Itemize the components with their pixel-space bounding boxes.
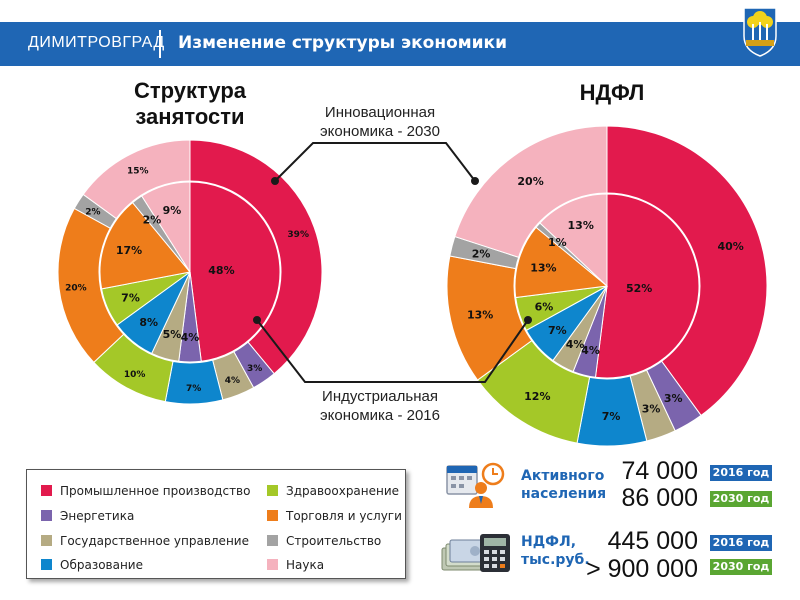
population-calendar-icon bbox=[445, 462, 509, 508]
data-label: 4% bbox=[225, 376, 240, 386]
data-label: 5% bbox=[163, 328, 182, 341]
ndfl-2030-value: > 900 000 bbox=[570, 555, 698, 584]
legend-label: Наука bbox=[286, 558, 324, 572]
legend-label: Энергетика bbox=[60, 509, 134, 523]
data-label: 12% bbox=[524, 390, 550, 403]
legend-label: Торговля и услуги bbox=[286, 509, 402, 523]
data-label: 13% bbox=[530, 262, 556, 275]
legend-swatch bbox=[41, 535, 52, 546]
annotation-innovation: Инновационная экономика - 2030 bbox=[320, 104, 440, 140]
data-label: 9% bbox=[163, 204, 182, 217]
chart-title-ndfl: НДФЛ bbox=[580, 80, 645, 105]
data-label: 7% bbox=[121, 292, 140, 305]
legend-item: Государственное управление bbox=[41, 534, 249, 548]
active-2016-value: 74 000 bbox=[590, 457, 698, 486]
data-label: 6% bbox=[535, 300, 554, 313]
data-label: 17% bbox=[116, 244, 142, 257]
legend-label: Образование bbox=[60, 558, 143, 572]
connector-innovation: Инновационная экономика - 2030 bbox=[271, 104, 479, 185]
money-calculator-icon bbox=[440, 530, 516, 574]
data-label: 3% bbox=[247, 364, 262, 374]
data-label: 7% bbox=[548, 324, 567, 337]
legend-item: Образование bbox=[41, 558, 143, 572]
legend-item: Наука bbox=[267, 558, 324, 572]
data-label: 20% bbox=[517, 175, 543, 188]
badge-2016: 2016 год bbox=[710, 535, 772, 551]
data-label: 39% bbox=[287, 230, 309, 240]
legend-label: Строительство bbox=[286, 534, 381, 548]
chart-title-employment: Структура занятости bbox=[134, 78, 247, 129]
data-label: 15% bbox=[127, 167, 149, 177]
legend-swatch bbox=[41, 510, 52, 521]
chart-ndfl: 40%3%3%7%12%13%2%20%52%4%4%7%6%13%1%13% … bbox=[447, 80, 767, 446]
data-label: 7% bbox=[602, 410, 621, 423]
annotation-industrial: Индустриальная экономика - 2016 bbox=[320, 388, 440, 424]
data-label: 10% bbox=[124, 370, 146, 380]
legend: Промышленное производство Энергетика Гос… bbox=[26, 469, 406, 579]
legend-label: Государственное управление bbox=[60, 534, 249, 548]
legend-swatch bbox=[267, 535, 278, 546]
legend-item: Торговля и услуги bbox=[267, 509, 402, 523]
data-label: 2% bbox=[143, 214, 162, 227]
data-label: 4% bbox=[566, 338, 585, 351]
legend-swatch bbox=[41, 559, 52, 570]
legend-label: Промышленное производство bbox=[60, 484, 250, 498]
data-label: 2% bbox=[472, 248, 491, 261]
data-label: 40% bbox=[717, 240, 743, 253]
chart-employment: 39%3%4%7%10%20%2%15%48%4%5%8%7%17%2%9% С… bbox=[58, 78, 322, 404]
ndfl-2016-value: 445 000 bbox=[570, 527, 698, 556]
legend-label: Здравоохранение bbox=[286, 484, 399, 498]
data-label: 20% bbox=[65, 283, 87, 293]
badge-2016: 2016 год bbox=[710, 465, 772, 481]
legend-item: Промышленное производство bbox=[41, 484, 250, 498]
legend-item: Энергетика bbox=[41, 509, 134, 523]
data-label: 2% bbox=[85, 207, 100, 217]
data-label: 13% bbox=[568, 219, 594, 232]
legend-swatch bbox=[267, 559, 278, 570]
active-2030-value: 86 000 bbox=[590, 484, 698, 513]
data-label: 3% bbox=[642, 402, 661, 415]
data-label: 3% bbox=[664, 392, 683, 405]
legend-swatch bbox=[41, 485, 52, 496]
data-label: 4% bbox=[181, 331, 200, 344]
data-label: 1% bbox=[548, 236, 567, 249]
data-label: 8% bbox=[139, 316, 158, 329]
legend-item: Строительство bbox=[267, 534, 381, 548]
data-label: 13% bbox=[467, 308, 493, 321]
data-label: 52% bbox=[626, 282, 652, 295]
legend-swatch bbox=[267, 510, 278, 521]
legend-swatch bbox=[267, 485, 278, 496]
data-label: 48% bbox=[208, 264, 234, 277]
legend-item: Здравоохранение bbox=[267, 484, 399, 498]
data-label: 7% bbox=[186, 384, 201, 394]
badge-2030: 2030 год bbox=[710, 491, 772, 507]
badge-2030: 2030 год bbox=[710, 559, 772, 575]
